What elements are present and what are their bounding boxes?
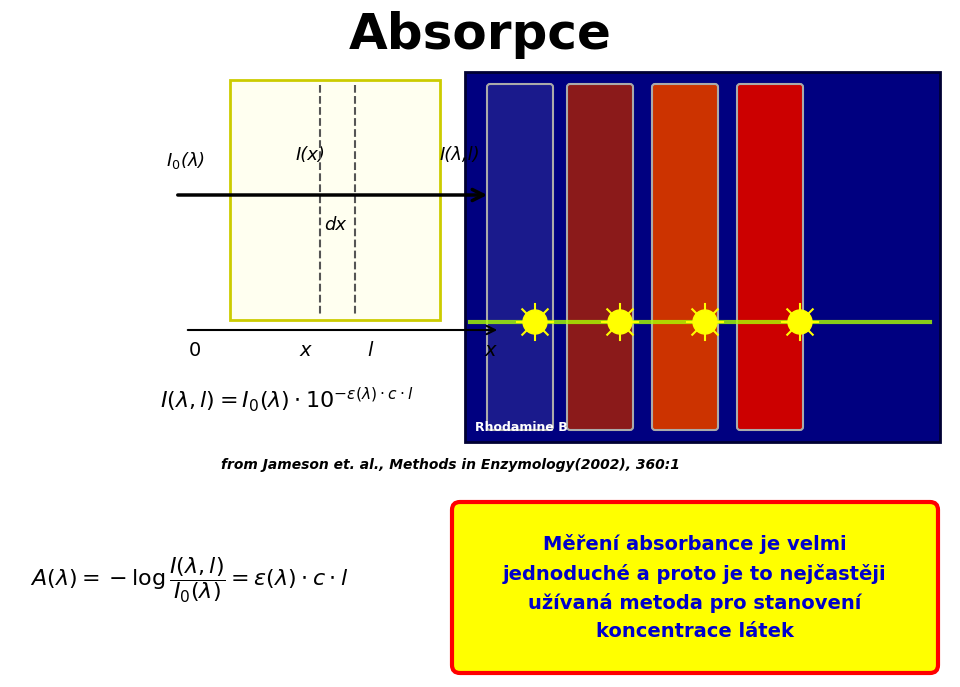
Text: I(λ,l): I(λ,l) <box>440 146 480 164</box>
Text: l: l <box>368 341 372 359</box>
Text: I(x): I(x) <box>295 146 324 164</box>
Circle shape <box>693 310 717 334</box>
FancyBboxPatch shape <box>737 84 803 430</box>
Text: from Jameson et. al., Methods in Enzymology(2002), 360:1: from Jameson et. al., Methods in Enzymol… <box>221 458 680 472</box>
Text: Měření absorbance je velmi
jednoduché a proto je to nejčastěji
užívaná metoda pr: Měření absorbance je velmi jednoduché a … <box>503 534 887 641</box>
Text: x: x <box>484 341 495 359</box>
FancyBboxPatch shape <box>452 502 938 673</box>
FancyBboxPatch shape <box>652 84 718 430</box>
Text: I$_0$(λ): I$_0$(λ) <box>165 150 204 170</box>
Text: dx: dx <box>324 216 346 234</box>
FancyBboxPatch shape <box>487 84 553 430</box>
Circle shape <box>608 310 632 334</box>
Text: x: x <box>300 341 311 359</box>
Bar <box>465 72 940 442</box>
Text: Rhodamine B: Rhodamine B <box>475 420 567 433</box>
Text: $A(\lambda) = -\log\dfrac{I(\lambda,l)}{I_0(\lambda)} = \varepsilon(\lambda)\cdo: $A(\lambda) = -\log\dfrac{I(\lambda,l)}{… <box>30 555 348 605</box>
Text: $I(\lambda, l) = I_0(\lambda)\cdot 10^{-\varepsilon(\lambda)\cdot c\cdot l}$: $I(\lambda, l) = I_0(\lambda)\cdot 10^{-… <box>160 385 414 414</box>
FancyBboxPatch shape <box>567 84 633 430</box>
Text: Absorpce: Absorpce <box>348 11 612 59</box>
FancyBboxPatch shape <box>230 80 440 320</box>
Text: 0: 0 <box>189 341 202 359</box>
Circle shape <box>523 310 547 334</box>
Circle shape <box>788 310 812 334</box>
